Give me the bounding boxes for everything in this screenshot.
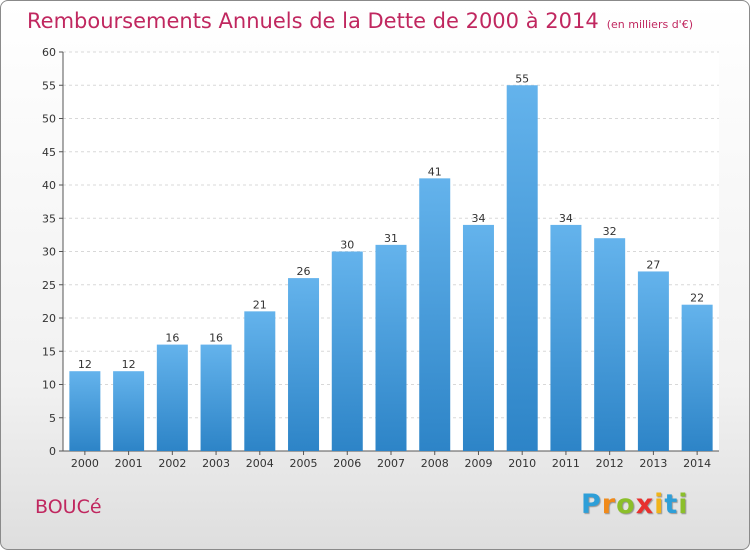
logo-letter: x: [635, 489, 655, 520]
chart-unit: (en milliers d'€): [606, 18, 693, 31]
x-tick-label: 2011: [552, 457, 580, 470]
x-tick-label: 2001: [115, 457, 143, 470]
bar: [244, 311, 276, 451]
x-tick-label: 2006: [333, 457, 361, 470]
bar: [69, 371, 101, 451]
logo-letter: o: [616, 489, 636, 520]
logo-letter: r: [601, 489, 617, 520]
bar: [156, 344, 188, 451]
x-tick-label: 2013: [639, 457, 667, 470]
proxiti-logo[interactable]: Proxiti: [581, 489, 689, 520]
y-tick-label: 35: [42, 212, 56, 225]
bar-value-label: 21: [253, 298, 267, 311]
bar-value-label: 55: [515, 72, 529, 85]
x-tick-label: 2012: [596, 457, 624, 470]
bar: [331, 251, 363, 451]
bar-value-label: 22: [690, 292, 704, 305]
x-tick-label: 2005: [290, 457, 318, 470]
bar: [550, 224, 582, 451]
y-tick-label: 30: [42, 246, 56, 259]
x-tick-label: 2000: [71, 457, 99, 470]
bar-value-label: 16: [209, 332, 223, 345]
x-tick-label: 2002: [158, 457, 186, 470]
bar-value-label: 16: [165, 332, 179, 345]
y-tick-label: 45: [42, 146, 56, 159]
bar-value-label: 34: [471, 212, 485, 225]
y-tick-label: 10: [42, 379, 56, 392]
bar: [637, 271, 669, 451]
bar: [113, 371, 145, 451]
x-tick-label: 2008: [421, 457, 449, 470]
logo-letter: i: [678, 489, 689, 520]
bar: [681, 304, 713, 451]
labels: 12 2000 12 2001 16 2002 16 2003 21 2004 26 2005 30 20…: [71, 72, 711, 470]
bar: [419, 178, 451, 451]
bar: [594, 238, 626, 451]
y-tick-label: 15: [42, 345, 56, 358]
bar-value-label: 31: [384, 232, 398, 245]
bar: [462, 224, 494, 451]
y-tick-label: 55: [42, 79, 56, 92]
y-tick-label: 40: [42, 179, 56, 192]
bars: [69, 85, 713, 451]
x-tick-label: 2009: [464, 457, 492, 470]
logo-letter: P: [581, 489, 602, 520]
x-tick-label: 2004: [246, 457, 274, 470]
commune-name: BOUCé: [35, 496, 102, 518]
x-tick-label: 2007: [377, 457, 405, 470]
x-tick-label: 2003: [202, 457, 230, 470]
x-tick-label: 2014: [683, 457, 711, 470]
bar: [375, 244, 407, 451]
chart-title-block: Remboursements Annuels de la Dette de 20…: [27, 9, 693, 33]
bar: [288, 278, 320, 451]
bar: [506, 85, 538, 451]
y-tick-label: 20: [42, 312, 56, 325]
bar-value-label: 32: [603, 225, 617, 238]
y-tick-label: 5: [49, 412, 56, 425]
bar-value-label: 34: [559, 212, 573, 225]
bar-value-label: 26: [297, 265, 311, 278]
y-tick-label: 60: [42, 46, 56, 59]
y-tick-label: 50: [42, 113, 56, 126]
bar-value-label: 30: [340, 239, 354, 252]
y-tick-label: 25: [42, 279, 56, 292]
logo-letter: t: [664, 489, 679, 520]
x-tick-label: 2010: [508, 457, 536, 470]
logo-letter: i: [654, 489, 665, 520]
bar: [200, 344, 232, 451]
bar-value-label: 27: [646, 258, 660, 271]
chart-title: Remboursements Annuels de la Dette de 20…: [27, 9, 599, 33]
bar-value-label: 12: [122, 358, 136, 371]
bar-value-label: 12: [78, 358, 92, 371]
bar-value-label: 41: [428, 165, 442, 178]
y-tick-label: 0: [49, 445, 56, 458]
